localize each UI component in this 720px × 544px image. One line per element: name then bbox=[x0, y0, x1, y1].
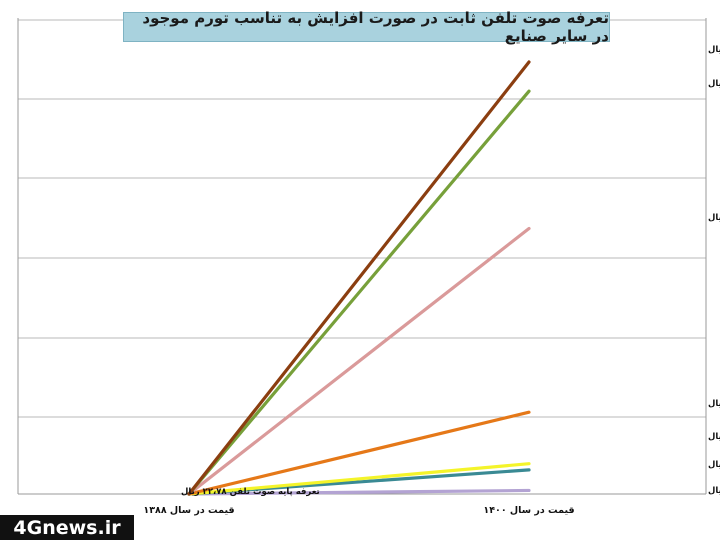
series-line-2 bbox=[187, 226, 531, 496]
base-value-label: تعرفه پایه صوت تلفن ۲۲،۷۸ ریال bbox=[181, 487, 320, 497]
x-tick-label-1: قیمت در سال ۱۴۰۰ bbox=[483, 505, 574, 516]
series-label-0: تعرفه صوت تلفن متناسب با تورم مس ۲۷۳۴ ری… bbox=[708, 45, 720, 55]
series-line-6 bbox=[187, 488, 531, 496]
series-label-2: تعرفه صوت تلفن متناسب با تورم پست ۱۶۸۹ ر… bbox=[708, 213, 720, 223]
series-label-5: تعرفه صوت تلفن متناسب با تورم آب ۱۷۴ ریا… bbox=[708, 458, 720, 470]
site-watermark: 4Gnews.ir bbox=[0, 515, 134, 540]
series-line-3 bbox=[187, 410, 531, 496]
series-label-4: تعرفه صوت تلفن متناسب با تورم برق ۲۱۳ ری… bbox=[708, 432, 720, 442]
series-label-3: تعرفه صوت تلفن متناسب با تورم حقوق و دست… bbox=[708, 399, 720, 409]
series-line-1 bbox=[187, 89, 531, 496]
series-label-1: تعرفه صوت تلفن متناسب با تورم گاز ۲۵۵۱ ر… bbox=[708, 78, 720, 89]
x-tick-label-0: قیمت در سال ۱۳۸۸ bbox=[143, 505, 234, 516]
series-label-6: تعرفه صوت تلفن متناسب با تورم گاز ۴۵ ریا… bbox=[708, 485, 720, 496]
chart-title: تعرفه صوت تلفن ثابت در صورت افزایش به تن… bbox=[123, 9, 610, 45]
series-line-4 bbox=[187, 462, 531, 496]
series-line-0 bbox=[187, 60, 531, 496]
